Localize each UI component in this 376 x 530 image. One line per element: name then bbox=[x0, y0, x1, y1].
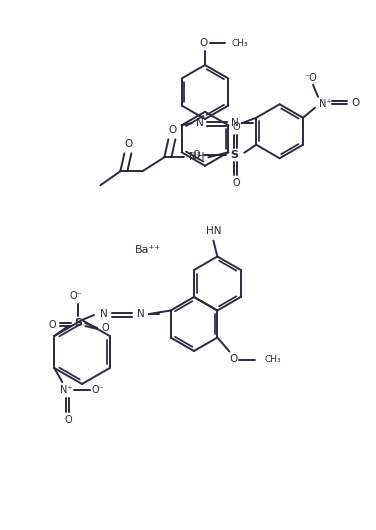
Text: Ba⁺⁺: Ba⁺⁺ bbox=[135, 245, 161, 255]
Text: O: O bbox=[102, 323, 109, 333]
Text: O: O bbox=[64, 415, 72, 425]
Text: CH₃: CH₃ bbox=[232, 39, 249, 48]
Text: O: O bbox=[229, 355, 238, 365]
Text: O: O bbox=[168, 125, 176, 135]
Text: O: O bbox=[232, 122, 240, 132]
Text: N: N bbox=[100, 309, 108, 319]
Text: O: O bbox=[351, 98, 359, 108]
Text: O: O bbox=[124, 139, 132, 149]
Text: N: N bbox=[231, 118, 238, 128]
Text: O: O bbox=[49, 320, 56, 330]
Text: HN: HN bbox=[206, 226, 221, 236]
Text: O⁻: O⁻ bbox=[70, 291, 83, 301]
Text: N⁺: N⁺ bbox=[60, 385, 73, 395]
Text: S: S bbox=[74, 318, 82, 328]
Text: O⁻: O⁻ bbox=[92, 385, 105, 395]
Text: S: S bbox=[230, 150, 238, 160]
Text: ⁻O: ⁻O bbox=[305, 73, 317, 83]
Text: N: N bbox=[196, 118, 203, 128]
Text: CH₃: CH₃ bbox=[264, 355, 281, 364]
Text: N⁺: N⁺ bbox=[319, 99, 331, 109]
Text: N: N bbox=[137, 309, 145, 319]
Text: NH: NH bbox=[189, 152, 204, 162]
Text: O: O bbox=[200, 38, 208, 48]
Text: ⁻O: ⁻O bbox=[188, 150, 201, 160]
Text: O: O bbox=[232, 178, 240, 188]
